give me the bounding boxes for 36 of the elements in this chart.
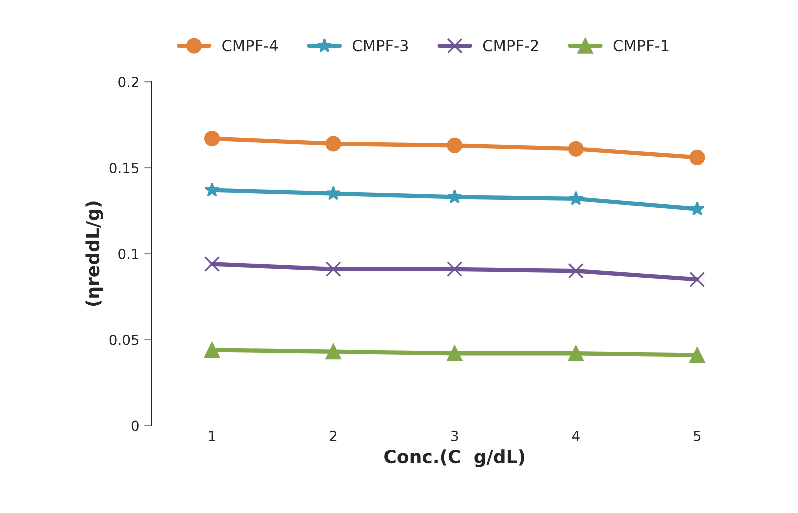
point: [326, 136, 342, 152]
point: [690, 348, 706, 364]
y-tick-label: 0: [132, 420, 139, 432]
x-axis-title: Conc.(C g/dL): [384, 450, 524, 468]
legend-label: CMPF-3: [353, 40, 408, 52]
point: [568, 141, 584, 157]
point: [568, 263, 584, 279]
x-tick-label: 1: [209, 431, 216, 442]
point: [690, 201, 705, 216]
legend-label: CMPF-4: [222, 40, 278, 52]
y-axis-title: (ηreddL/g): [86, 202, 104, 306]
x-tick-label: 4: [572, 431, 580, 442]
point: [326, 186, 342, 200]
legend-label: CMPF-1: [614, 40, 669, 52]
point: [326, 262, 342, 278]
point: [447, 189, 462, 204]
point: [204, 256, 220, 272]
x-tick-label: 3: [452, 430, 458, 442]
y-tick-label: 0.15: [110, 162, 139, 174]
point: [568, 346, 584, 362]
point: [204, 342, 220, 358]
point: [447, 262, 463, 278]
point: [447, 138, 463, 154]
point: [204, 131, 220, 147]
legend-label: CMPF-2: [483, 40, 538, 52]
x-tick-label: 5: [694, 431, 701, 442]
point: [568, 191, 584, 206]
point: [326, 344, 342, 360]
x-tick-label: 2: [330, 430, 337, 442]
point: [690, 150, 706, 166]
point: [204, 182, 220, 197]
y-tick-label: 0.05: [110, 334, 139, 346]
point: [690, 272, 706, 288]
point: [447, 346, 463, 362]
y-tick-label: 0.1: [118, 248, 139, 260]
y-tick-label: 0.2: [118, 77, 138, 88]
